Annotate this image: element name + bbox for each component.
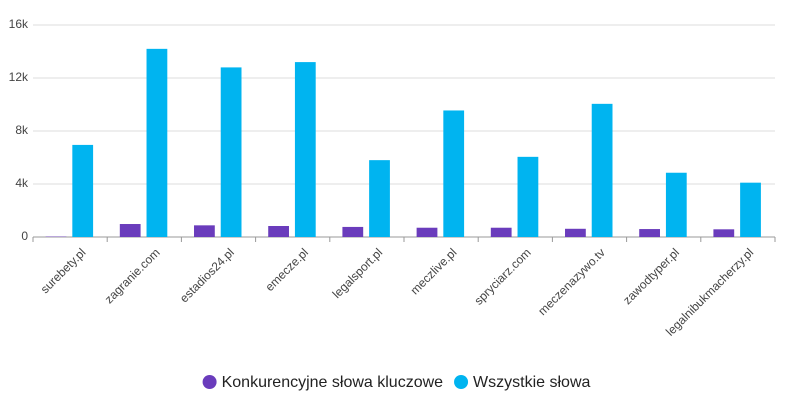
legend-label: Konkurencyjne słowa kluczowe <box>222 374 444 391</box>
legend-label: Wszystkie słowa <box>473 374 590 391</box>
x-tick-label: surebety.pl <box>38 245 89 296</box>
bar <box>220 67 242 238</box>
legend-item: Konkurencyjne słowa kluczowe <box>202 374 444 391</box>
y-tick-label: 8k <box>15 123 29 137</box>
bar <box>369 160 390 237</box>
bar <box>713 229 735 237</box>
x-tick-label: meczenazywo.tv <box>535 245 608 318</box>
legend-marker <box>202 375 217 389</box>
x-tick-label: zawodtyper.pl <box>620 245 682 307</box>
y-tick-label: 4k <box>15 176 29 190</box>
bar <box>268 226 289 237</box>
x-tick-label: estadios24.pl <box>177 245 237 305</box>
bar <box>416 227 438 237</box>
x-tick-label: zagranie.com <box>102 245 163 306</box>
x-tick-label: emecze.pl <box>262 245 311 294</box>
bar <box>443 110 465 237</box>
x-tick-label: legalsport.pl <box>330 245 386 301</box>
y-tick-label: 0 <box>21 229 28 243</box>
legend-item: Wszystkie słowa <box>454 374 591 391</box>
bar <box>294 62 316 237</box>
bar <box>565 228 586 237</box>
x-tick-label: meczlive.pl <box>408 245 460 297</box>
bar <box>740 182 761 237</box>
bar <box>517 156 539 237</box>
legend: Konkurencyjne słowa kluczowe Wszystkie sł… <box>202 374 591 391</box>
legend-marker <box>454 375 469 389</box>
bar <box>639 229 660 237</box>
y-tick-label: 16k <box>9 17 29 31</box>
x-tick-label: spryciarz.com <box>471 245 533 307</box>
bar <box>72 144 94 237</box>
bar <box>591 103 613 238</box>
bar <box>490 227 512 237</box>
bar <box>342 226 364 237</box>
bar <box>146 48 168 237</box>
bar <box>665 172 687 237</box>
y-tick-label: 12k <box>9 70 29 84</box>
bar <box>119 224 141 237</box>
bar <box>194 225 215 237</box>
